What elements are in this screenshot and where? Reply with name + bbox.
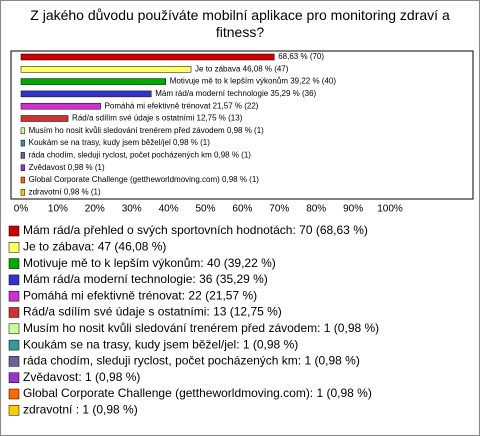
value-label: Global Corporate Challenge (gettheworldm… [29, 175, 260, 184]
chart-title: Z jakého důvodu používáte mobilní aplika… [30, 7, 450, 40]
value-label: ráda chodím, sleduji ryclost, počet poch… [29, 151, 252, 160]
x-tick-label: 100% [377, 204, 403, 215]
legend-swatch [8, 372, 20, 383]
bar [20, 53, 275, 61]
legend-swatch [8, 258, 20, 269]
value-label: 68,63 % (70) [278, 52, 324, 61]
value-label: Je to zábava 46,08 % (47) [195, 64, 289, 73]
legend-label: Rád/a sdílím své údaje s ostatními: 13 (… [23, 305, 282, 319]
x-tick-label: 60% [232, 204, 252, 215]
legend-label: Global Corporate Challenge (gettheworldm… [23, 386, 372, 400]
plot-frame [10, 50, 474, 200]
legend-swatch [8, 290, 20, 302]
legend-swatch [8, 388, 20, 400]
legend-label: Mám rád/a přehled o svých sportovních ho… [23, 223, 368, 237]
x-tick-label: 10% [48, 204, 68, 215]
legend-swatch [8, 274, 20, 286]
value-label: Zvědavost 0,98 % (1) [29, 163, 105, 172]
x-tick-label: 30% [122, 204, 142, 215]
bar [20, 90, 152, 98]
legend-label: Mám rád/a moderní technologie: 36 (35,29… [23, 272, 268, 286]
bar [20, 152, 25, 159]
bar [20, 102, 101, 110]
x-tick-label: 80% [306, 204, 326, 215]
x-tick-label: 50% [195, 204, 215, 215]
value-label: Motivuje mě to k lepším výkonům 39,22 % … [170, 77, 337, 86]
legend-swatch [8, 307, 20, 318]
legend-swatch [8, 225, 20, 237]
legend-label: Motivuje mě to k lepším výkonům: 40 (39,… [23, 256, 276, 270]
bar [20, 164, 25, 171]
legend-label: Pomáhá mi efektivně trénovat: 22 (21,57 … [23, 288, 257, 302]
legend-label: Koukám se na trasy, kudy jsem běžel/jel:… [23, 337, 298, 351]
value-label: Mám rád/a moderní technologie 35,29 % (3… [155, 89, 316, 98]
legend-swatch [8, 323, 20, 335]
bar [20, 127, 25, 135]
bar [20, 139, 25, 147]
legend-label: Je to zábava: 47 (46,08 %) [23, 239, 166, 253]
legend-label: Zvědavost: 1 (0,98 %) [23, 370, 140, 384]
legend-swatch [8, 405, 20, 416]
value-label: Pomáhá mi efektivně trénovat 21,57 % (22… [105, 101, 259, 110]
x-tick-label: 40% [159, 204, 179, 215]
legend-swatch [8, 356, 20, 367]
bar [20, 78, 166, 85]
legend-swatch [8, 242, 20, 253]
bar [20, 176, 25, 184]
x-tick-label: 70% [269, 204, 289, 215]
bar [20, 66, 192, 73]
value-label: Rád/a sdílím své údaje s ostatními 12,75… [72, 114, 243, 123]
bar [20, 115, 69, 122]
x-tick-label: 20% [85, 204, 105, 215]
legend-label: ráda chodím, sleduji ryclost, počet poch… [23, 354, 360, 368]
legend-label: Musím ho nosit kvůli sledování trenérem … [23, 321, 379, 335]
bar [20, 189, 25, 196]
value-label: Koukám se na trasy, kudy jsem běžel/jel … [29, 138, 211, 147]
x-tick-label: 90% [343, 204, 363, 215]
value-label: Musím ho nosit kvůli sledování trenérem … [29, 126, 265, 135]
x-tick-label: 0% [14, 204, 29, 215]
legend-label: zdravotní : 1 (0,98 %) [23, 402, 138, 416]
value-label: zdravotní 0,98 % (1) [29, 187, 101, 196]
legend-swatch [8, 339, 20, 351]
